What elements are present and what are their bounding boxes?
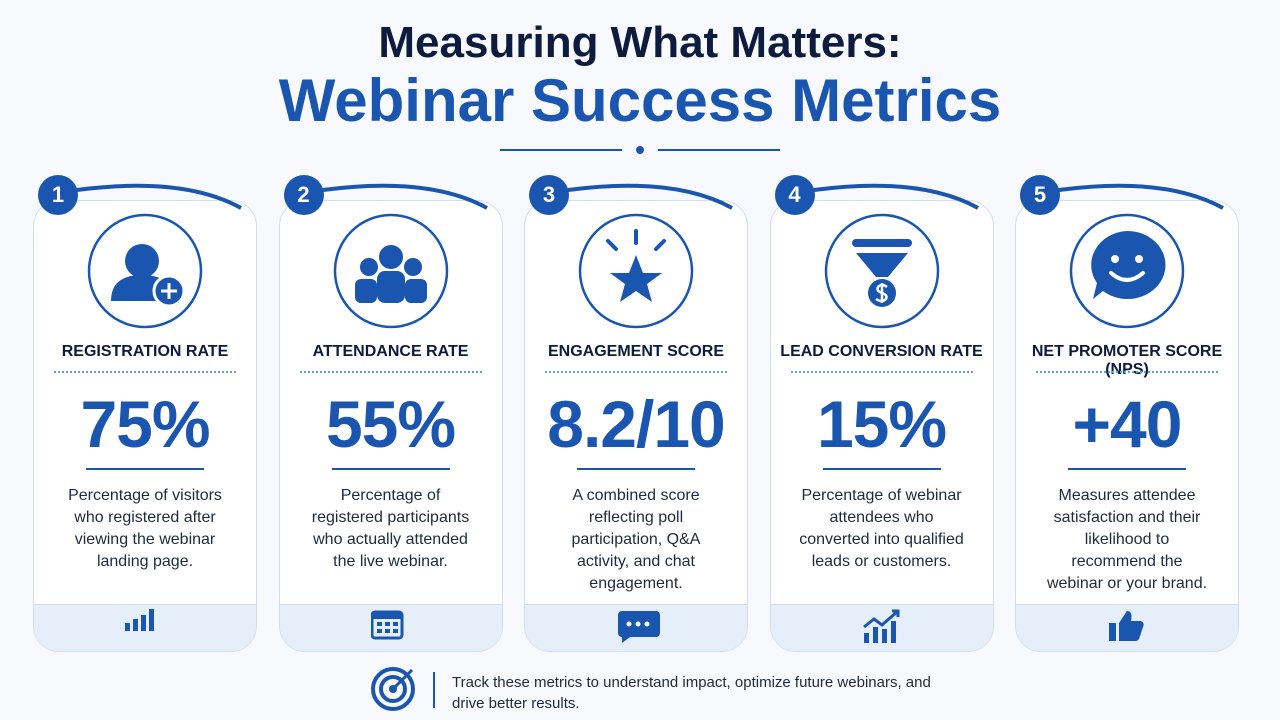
strip-icon (125, 609, 154, 631)
metric-label: NET PROMOTER SCORE (NPS) (1031, 343, 1223, 378)
card-number: 3 (529, 175, 569, 215)
card-arc (567, 183, 733, 210)
metric-icon (1069, 213, 1185, 329)
metric-value: 55% (325, 387, 456, 461)
footer-text: Track these metrics to understand impact… (452, 674, 931, 712)
card-footer-strip (34, 604, 256, 651)
metric-description: A combined score reflecting poll partici… (571, 487, 701, 592)
target-icon (371, 667, 415, 711)
card-arc (76, 183, 242, 210)
card-number: 1 (38, 175, 78, 215)
card-number: 2 (283, 175, 324, 215)
metric-card: REGISTRATION RATE 75% Percentage of visito… (33, 200, 257, 652)
metric-label: REGISTRATION RATE (61, 343, 229, 360)
metric-icon (578, 213, 694, 329)
metric-icon (824, 213, 939, 329)
card-footer-strip (770, 604, 993, 651)
dotted-divider (790, 371, 973, 373)
value-underline (1068, 468, 1186, 470)
divider (500, 146, 780, 154)
card-number: 4 (774, 175, 815, 215)
metric-description: Percentage of registered participants wh… (311, 487, 470, 570)
card-footer-strip (1016, 604, 1238, 651)
value-underline (86, 468, 204, 470)
dotted-divider (299, 371, 482, 373)
card-footer-strip (525, 604, 747, 651)
value-underline (331, 468, 450, 470)
metric-value: 15% (816, 387, 947, 461)
metric-card: NET PROMOTER SCORE (NPS) +40 Measures atte… (1015, 200, 1239, 652)
strip-icon (862, 609, 899, 643)
title-line1: Measuring What Matters: (378, 18, 902, 67)
metric-card: ATTENDANCE RATE 55% Percentage of register… (278, 200, 503, 652)
strip-icon (618, 611, 660, 643)
metric-description: Percentage of visitors who registered af… (68, 487, 222, 570)
metric-label: ATTENDANCE RATE (312, 343, 469, 360)
strip-icon (370, 610, 403, 640)
value-underline (577, 468, 695, 470)
metric-description: Percentage of webinar attendees who conv… (799, 487, 964, 570)
metric-value: 75% (80, 387, 210, 461)
metric-icon (333, 213, 448, 329)
metric-icon (87, 213, 203, 329)
metric-value: 8.2/10 (547, 387, 726, 461)
metric-card: LEAD CONVERSION RATE 15% Percentage of web… (769, 200, 994, 652)
metric-description: Measures attendee satisfaction and their… (1046, 487, 1208, 592)
metric-card: ENGAGEMENT SCORE 8.2/10 A combined score r… (524, 200, 748, 652)
title-line2: Webinar Success Metrics (278, 67, 1002, 134)
footer-separator (433, 672, 435, 708)
metric-label: LEAD CONVERSION RATE (780, 343, 983, 360)
card-number: 5 (1020, 175, 1060, 215)
card-arc (813, 183, 979, 210)
card-arc (322, 183, 488, 210)
metric-value: +40 (1072, 387, 1183, 461)
value-underline (822, 468, 941, 470)
card-footer-strip (279, 604, 502, 651)
dotted-divider (1036, 371, 1218, 373)
metric-label: ENGAGEMENT SCORE (547, 343, 724, 360)
dotted-divider (545, 371, 727, 373)
card-arc (1058, 183, 1224, 210)
strip-icon (1109, 611, 1144, 641)
dotted-divider (54, 371, 236, 373)
